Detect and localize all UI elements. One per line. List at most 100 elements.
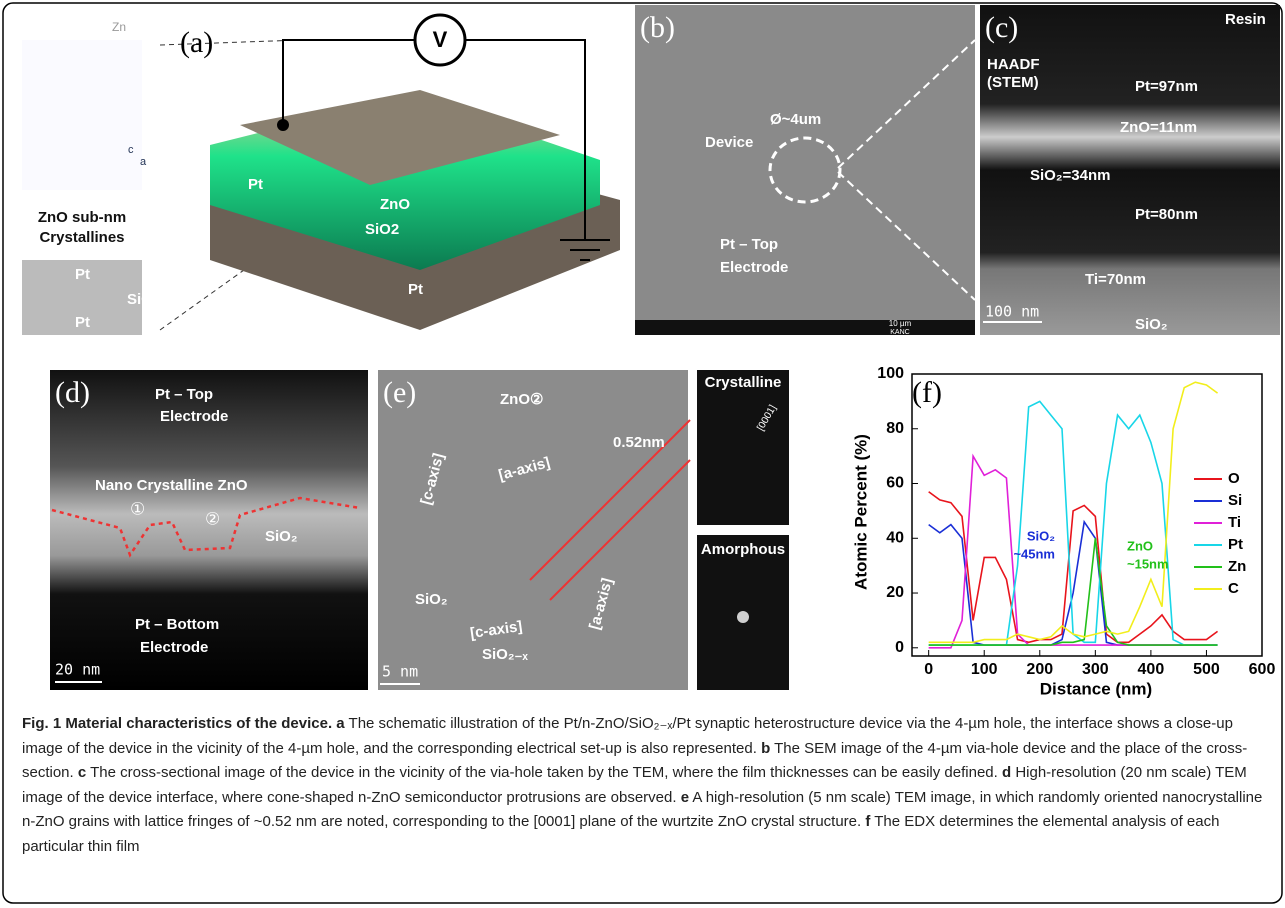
label: Resin	[1225, 11, 1266, 28]
label: Electrode	[140, 639, 208, 656]
y-tick-label: 60	[886, 475, 904, 492]
annotation: ~45nm	[1013, 546, 1055, 561]
label: Pt=97nm	[1135, 78, 1198, 95]
label: Electrode	[720, 259, 788, 276]
label: 0.52nm	[613, 434, 665, 451]
label: ②	[205, 509, 220, 528]
label: ZnO②	[500, 391, 543, 408]
caption-letter: a	[336, 715, 344, 732]
caption: Fig. 1 Material characteristics of the d…	[22, 712, 1267, 859]
label: c	[128, 144, 134, 156]
label: Amorphous	[701, 541, 785, 558]
caption-letter: e	[681, 789, 689, 806]
panel-label: (c)	[985, 11, 1018, 44]
label: SiO₂₋ₓ	[482, 646, 528, 663]
y-tick-label: 80	[886, 420, 904, 437]
label: Ti=70nm	[1085, 271, 1146, 288]
hrtem-image	[378, 370, 688, 690]
y-tick-label: 0	[895, 639, 904, 656]
fft-crystalline	[697, 370, 789, 525]
label: Zn	[112, 20, 126, 34]
label: Pt – Bottom	[135, 616, 219, 633]
label: ①	[130, 499, 145, 518]
legend-label: C	[1228, 580, 1239, 597]
caption-text: The cross-sectional image of the device …	[90, 764, 998, 781]
panel-label: (e)	[383, 376, 416, 409]
x-tick-label: 600	[1249, 661, 1276, 678]
label: Crystallines	[39, 229, 124, 246]
legend-label: Ti	[1228, 514, 1241, 531]
y-tick-label: 20	[886, 584, 904, 601]
label: SiO2	[365, 221, 399, 238]
y-tick-label: 40	[886, 529, 904, 546]
label: Pt	[408, 281, 423, 298]
x-tick-label: 0	[924, 661, 933, 678]
annotation: ZnO	[1127, 538, 1153, 553]
x-axis-label: Distance (nm)	[1040, 679, 1152, 698]
panel-label: (a)	[180, 26, 213, 59]
info-bar	[635, 320, 975, 335]
label: a	[140, 156, 147, 168]
label: SiO₂=34nm	[1030, 167, 1110, 184]
chart: (f) Distance (nm) Atomic Percent (%) 0 10…	[851, 365, 1275, 698]
x-tick-label: 500	[1193, 661, 1220, 678]
label: Ø~4um	[770, 111, 821, 128]
x-tick-label: 400	[1138, 661, 1165, 678]
scale-label: 10 µm	[889, 319, 912, 328]
label: SiO₂	[1135, 316, 1168, 333]
label: Crystalline	[705, 374, 782, 391]
label: Pt=80nm	[1135, 206, 1198, 223]
annotation: ~15nm	[1127, 556, 1169, 571]
scale-label: 100 nm	[985, 303, 1039, 321]
label: Pt	[75, 266, 90, 283]
panel-e: (e) ZnO② 0.52nm [c-axis] [a-axis] SiO₂ […	[378, 370, 789, 690]
label: ZnO sub-nm	[38, 209, 126, 226]
label: Pt – Top	[720, 236, 778, 253]
y-tick-label: 100	[877, 365, 904, 382]
label: V	[433, 27, 448, 52]
label: (STEM)	[987, 74, 1039, 91]
panel-label: (f)	[912, 376, 942, 409]
y-axis-label: Atomic Percent (%)	[851, 434, 870, 590]
caption-letter: d	[1002, 764, 1011, 781]
label: Pt	[75, 314, 90, 331]
panel-a: (a) Zn c a ZnO sub-nm Crystallines Pt Si…	[22, 15, 620, 335]
label: Pt – Top	[155, 386, 213, 403]
panel-d: (d) Pt – Top Electrode Nano Crystalline …	[50, 370, 368, 690]
panel-b: (b) Ø~4um Device Pt – Top Electrode 10 µ…	[635, 5, 975, 336]
panel-c: (c) Resin HAADF (STEM) Pt=97nm ZnO=11nm …	[980, 5, 1280, 335]
fft-spot	[737, 611, 749, 623]
label: Electrode	[160, 408, 228, 425]
label: SiO₂	[415, 591, 448, 608]
label: ZnO=11nm	[1120, 119, 1197, 136]
label: HAADF	[987, 56, 1040, 73]
series-line	[929, 456, 1218, 648]
x-tick-label: 100	[971, 661, 998, 678]
legend-label: Si	[1228, 492, 1242, 509]
label: ZnO	[380, 196, 410, 213]
label: SiO₂	[127, 291, 160, 308]
caption-letter: f	[865, 813, 870, 830]
caption-letter: c	[78, 764, 86, 781]
label: Nano Crystalline ZnO	[95, 477, 248, 494]
panel-label: (b)	[640, 11, 675, 44]
contact	[277, 119, 289, 131]
label: Device	[705, 134, 753, 151]
crystal-sketch	[22, 40, 142, 190]
label: KANC	[890, 329, 909, 336]
legend-label: Zn	[1228, 558, 1246, 575]
sem-image	[635, 5, 975, 335]
page: {"panels":{ "a":{"label":"(a)","texts":[…	[0, 0, 1285, 908]
label: SiO₂	[265, 528, 298, 545]
x-tick-label: 300	[1082, 661, 1109, 678]
caption-title: Fig. 1 Material characteristics of the d…	[22, 715, 332, 732]
annotation: SiO₂	[1027, 528, 1055, 543]
legend-label: Pt	[1228, 536, 1243, 553]
x-tick-label: 200	[1026, 661, 1053, 678]
panel-label: (d)	[55, 376, 90, 409]
label: Pt	[248, 176, 263, 193]
legend-label: O	[1228, 470, 1240, 487]
caption-letter: b	[761, 740, 770, 757]
scale-label: 20 nm	[55, 661, 100, 679]
scale-label: 5 nm	[382, 663, 418, 681]
